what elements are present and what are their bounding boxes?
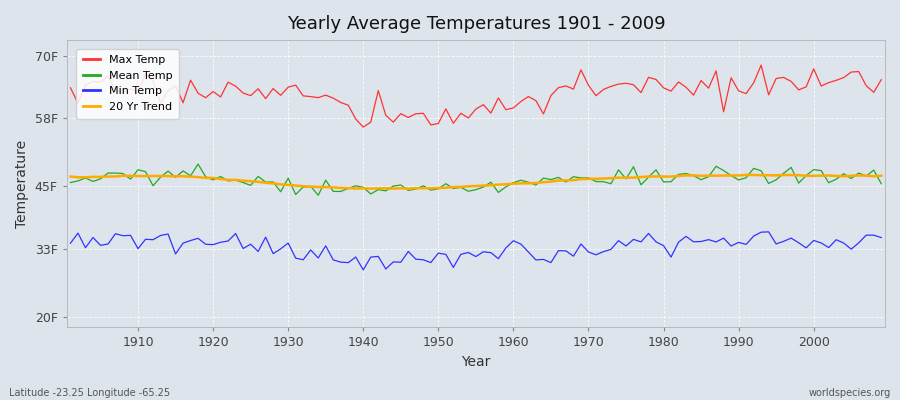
Text: Latitude -23.25 Longitude -65.25: Latitude -23.25 Longitude -65.25 <box>9 388 170 398</box>
X-axis label: Year: Year <box>461 355 491 369</box>
Y-axis label: Temperature: Temperature <box>15 140 29 228</box>
Title: Yearly Average Temperatures 1901 - 2009: Yearly Average Temperatures 1901 - 2009 <box>286 15 665 33</box>
Text: worldspecies.org: worldspecies.org <box>809 388 891 398</box>
Legend: Max Temp, Mean Temp, Min Temp, 20 Yr Trend: Max Temp, Mean Temp, Min Temp, 20 Yr Tre… <box>76 48 179 118</box>
